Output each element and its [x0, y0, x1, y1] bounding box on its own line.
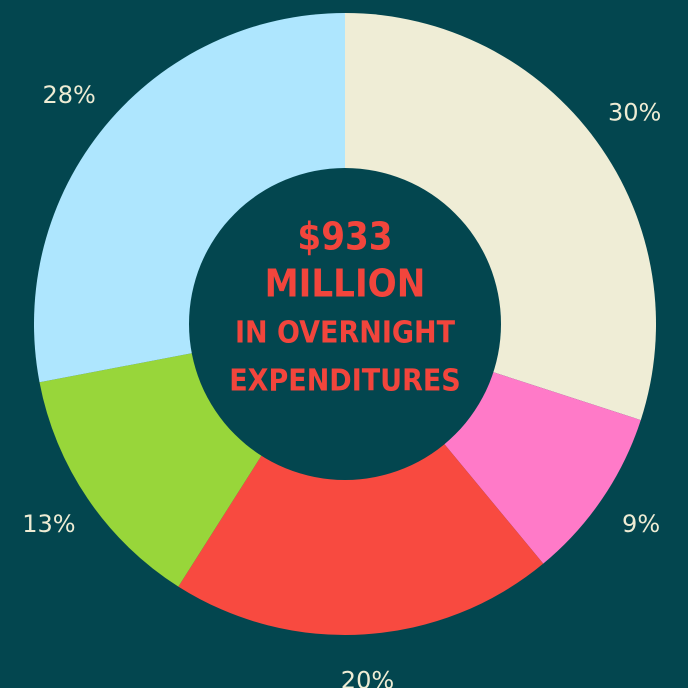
center-label: IN OVERNIGHT [235, 316, 456, 351]
value-label: 28% [42, 81, 95, 109]
donut-hole [189, 168, 501, 480]
center-label: MILLION [265, 262, 426, 306]
value-label: 9% [622, 510, 660, 538]
center-label: $933 [297, 215, 392, 259]
center-label: EXPENDITURES [229, 364, 461, 399]
value-label: 30% [608, 99, 661, 127]
value-label: 13% [22, 510, 75, 538]
wedge [178, 324, 544, 635]
value-label: 20% [341, 666, 394, 688]
